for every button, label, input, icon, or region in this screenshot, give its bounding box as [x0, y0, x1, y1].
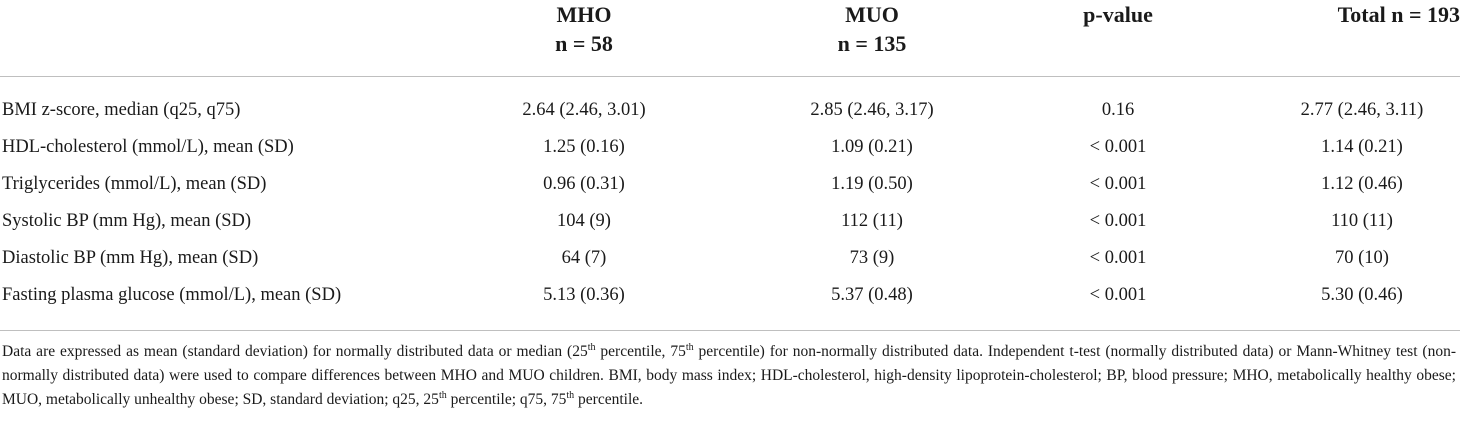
cell-muo: 2.85 (2.46, 3.17)	[810, 100, 934, 120]
cell-total: 2.77 (2.46, 3.11)	[1300, 100, 1424, 120]
cell-total: 5.30 (0.46)	[1321, 285, 1403, 305]
footnote-text: percentile.	[574, 391, 644, 408]
cell-pvalue: < 0.001	[1089, 137, 1147, 157]
header-muo: MUO n = 135	[766, 0, 978, 58]
footnote-text: percentile, 75	[595, 343, 686, 360]
footnote-superscript: th	[587, 341, 596, 353]
row-label: Diastolic BP (mm Hg), mean (SD)	[2, 248, 259, 268]
cell-pvalue: < 0.001	[1089, 211, 1147, 231]
row-label: Triglycerides (mmol/L), mean (SD)	[2, 174, 267, 194]
cell-muo: 5.37 (0.48)	[831, 285, 913, 305]
header-mho-title: MHO	[556, 2, 612, 27]
table-row: Triglycerides (mmol/L), mean (SD) 0.96 (…	[0, 166, 1460, 203]
footnote-text: Data are expressed as mean (standard dev…	[2, 343, 588, 360]
footnote-superscript: th	[685, 341, 694, 353]
cell-mho: 1.25 (0.16)	[543, 137, 625, 157]
table-row: Diastolic BP (mm Hg), mean (SD) 64 (7) 7…	[0, 240, 1460, 277]
cell-mho: 0.96 (0.31)	[543, 174, 625, 194]
header-total-title: Total n = 193	[1337, 2, 1460, 27]
row-label: Fasting plasma glucose (mmol/L), mean (S…	[2, 285, 342, 305]
header-pvalue-title: p-value	[1083, 2, 1153, 27]
cell-total: 110 (11)	[1331, 211, 1393, 231]
footnote-superscript: th	[438, 389, 447, 401]
data-table: MHO n = 58 MUO n = 135 p-value Total n =…	[0, 0, 1460, 331]
row-label: BMI z-score, median (q25, q75)	[2, 100, 241, 120]
cell-muo: 1.09 (0.21)	[831, 137, 913, 157]
cell-muo: 112 (11)	[841, 211, 903, 231]
row-label: HDL-cholesterol (mmol/L), mean (SD)	[2, 137, 294, 157]
cell-mho: 2.64 (2.46, 3.01)	[522, 100, 646, 120]
header-muo-n: n = 135	[837, 31, 907, 56]
table-row: HDL-cholesterol (mmol/L), mean (SD) 1.25…	[0, 129, 1460, 166]
table-row: BMI z-score, median (q25, q75) 2.64 (2.4…	[0, 92, 1460, 129]
table-body: BMI z-score, median (q25, q75) 2.64 (2.4…	[0, 77, 1460, 331]
footnote-text: percentile) for non-normally distributed…	[2, 343, 1456, 408]
header-muo-title: MUO	[845, 2, 899, 27]
cell-total: 1.14 (0.21)	[1321, 137, 1403, 157]
cell-muo: 1.19 (0.50)	[831, 174, 913, 194]
header-pvalue: p-value	[1018, 0, 1218, 29]
cell-total: 1.12 (0.46)	[1321, 174, 1403, 194]
header-total: Total n = 193	[1250, 0, 1460, 29]
footnote-superscript: th	[566, 389, 575, 401]
row-label: Systolic BP (mm Hg), mean (SD)	[2, 211, 252, 231]
cell-mho: 5.13 (0.36)	[543, 285, 625, 305]
cell-pvalue: < 0.001	[1089, 285, 1147, 305]
cell-total: 70 (10)	[1335, 248, 1389, 268]
footnote-text: percentile; q75, 75	[446, 391, 567, 408]
table-header: MHO n = 58 MUO n = 135 p-value Total n =…	[0, 0, 1460, 77]
table-footnote: Data are expressed as mean (standard dev…	[2, 340, 1456, 412]
header-mho-n: n = 58	[555, 31, 613, 56]
cell-pvalue: 0.16	[1101, 100, 1135, 120]
cell-mho: 104 (9)	[557, 211, 611, 231]
table-row: Fasting plasma glucose (mmol/L), mean (S…	[0, 277, 1460, 314]
cell-pvalue: < 0.001	[1089, 248, 1147, 268]
cell-mho: 64 (7)	[561, 248, 607, 268]
cell-pvalue: < 0.001	[1089, 174, 1147, 194]
table-row: Systolic BP (mm Hg), mean (SD) 104 (9) 1…	[0, 203, 1460, 240]
cell-muo: 73 (9)	[849, 248, 895, 268]
header-mho: MHO n = 58	[478, 0, 690, 58]
